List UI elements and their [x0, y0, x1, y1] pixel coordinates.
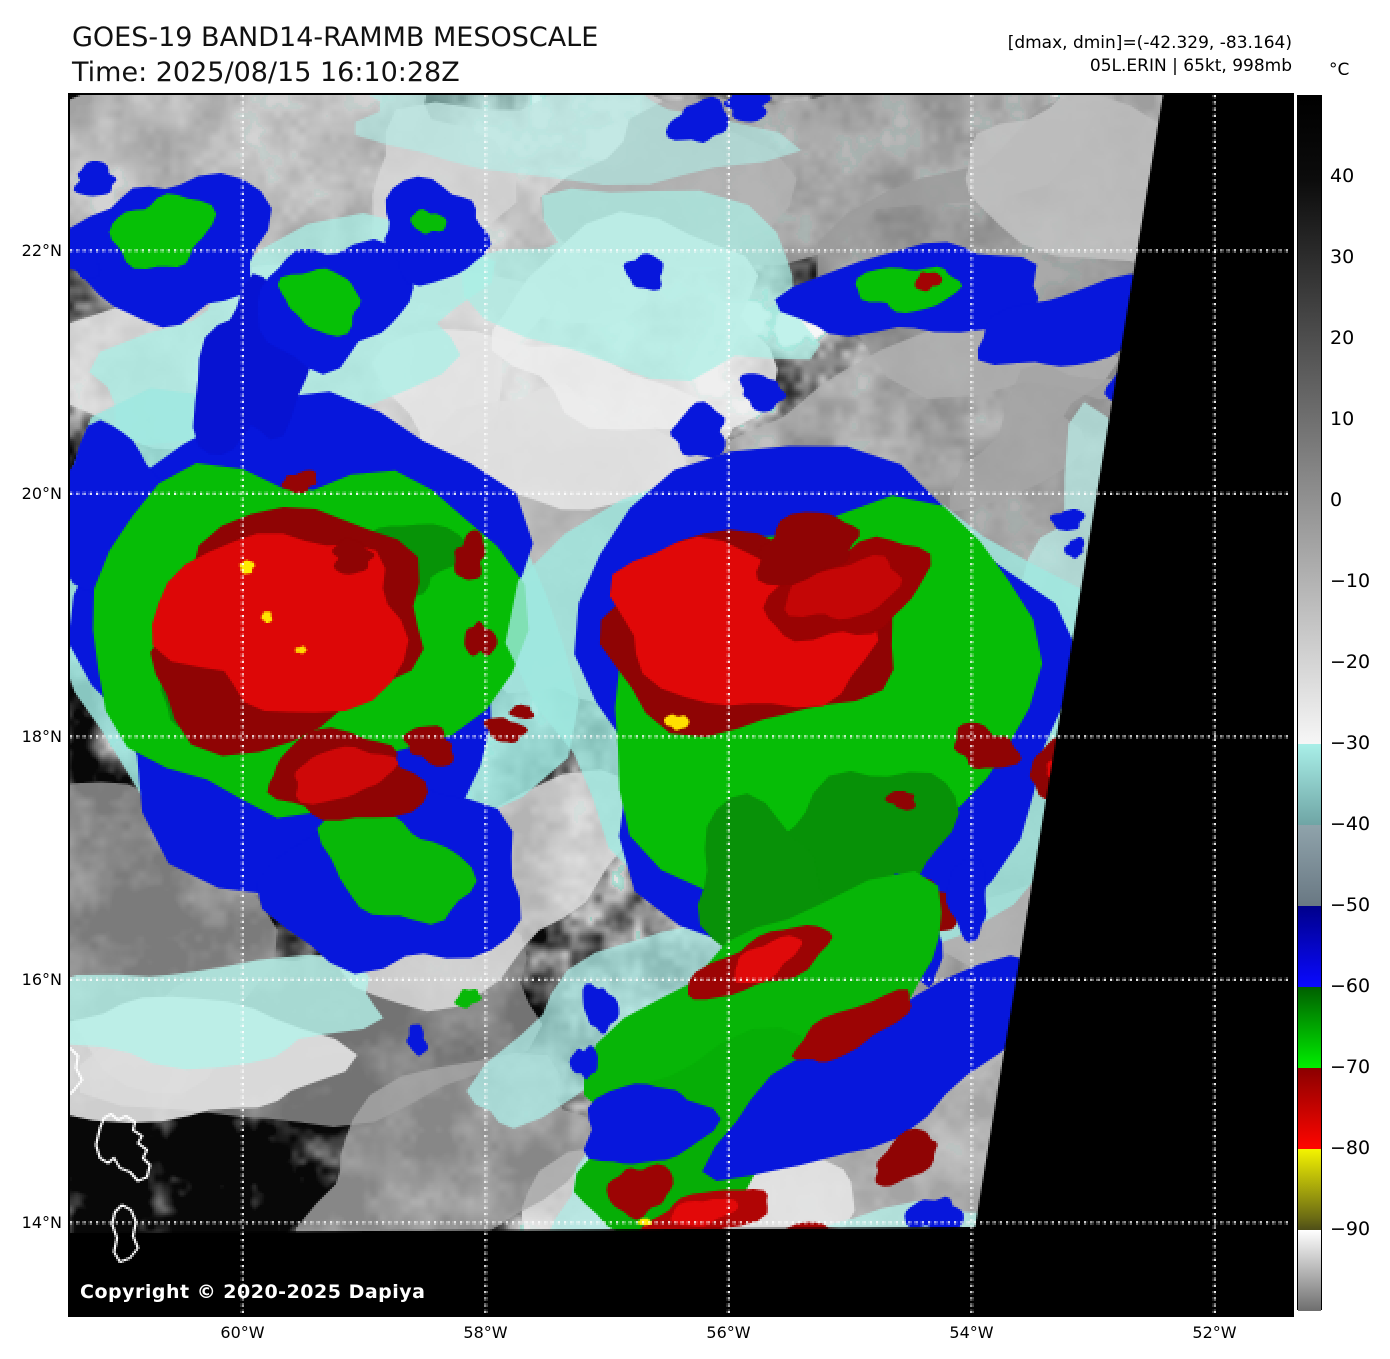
colorbar-tick-label: 20: [1330, 327, 1355, 349]
lat-label: 20°N: [21, 483, 62, 503]
lat-label: 16°N: [21, 969, 62, 989]
colorbar-tick-label: −50: [1330, 894, 1371, 916]
lon-label: 54°W: [949, 1323, 994, 1342]
dmax-dmin-label: [dmax, dmin]=(-42.329, -83.164): [1007, 33, 1292, 53]
colorbar-segment: [1298, 96, 1321, 744]
colorbar-tick-label: −30: [1330, 732, 1371, 754]
lon-label: 52°W: [1192, 1323, 1237, 1342]
colorbar-segment: [1298, 1230, 1321, 1311]
satellite-ir-image: [70, 95, 1292, 1315]
colorbar-tick-label: −40: [1330, 813, 1371, 835]
colorbar-tick-label: 30: [1330, 246, 1355, 268]
colorbar-unit-label: °C: [1329, 60, 1350, 80]
lat-label: 14°N: [21, 1212, 62, 1232]
copyright-label: Copyright © 2020-2025 Dapiya: [80, 1281, 426, 1303]
colorbar-segment: [1298, 825, 1321, 906]
colorbar-segment: [1298, 987, 1321, 1068]
colorbar-segment: [1298, 1068, 1321, 1149]
colorbar-tick-label: −60: [1330, 975, 1371, 997]
lon-label: 56°W: [706, 1323, 751, 1342]
header-right: [dmax, dmin]=(-42.329, -83.164) 05L.ERIN…: [1008, 32, 1292, 78]
colorbar-tick-label: −10: [1330, 570, 1371, 592]
storm-info-label: 05L.ERIN | 65kt, 998mb: [1089, 56, 1292, 76]
colorbar-tick-label: 0: [1330, 489, 1343, 511]
lat-label: 18°N: [21, 726, 62, 746]
colorbar-gradient: [1297, 95, 1322, 1311]
colorbar-tick-label: −20: [1330, 651, 1371, 673]
colorbar-tick-label: 10: [1330, 408, 1355, 430]
colorbar-tick-label: −90: [1330, 1218, 1371, 1240]
header-left: GOES-19 BAND14-RAMMB MESOSCALE Time: 202…: [72, 20, 598, 90]
page-title: GOES-19 BAND14-RAMMB MESOSCALE: [72, 22, 599, 53]
colorbar-tick-label: −80: [1330, 1137, 1371, 1159]
colorbar-segment: [1298, 906, 1321, 987]
colorbar-segment: [1298, 744, 1321, 825]
lon-label: 58°W: [463, 1323, 508, 1342]
colorbar: 40 30 20 10 0 −10 −20 −30 −40 −50 −60 −70 −80 −90: [1297, 95, 1389, 1315]
lon-label: 60°W: [220, 1323, 265, 1342]
timestamp-label: Time: 2025/08/15 16:10:28Z: [72, 57, 460, 88]
colorbar-segment: [1298, 1149, 1321, 1230]
colorbar-tick-label: 40: [1330, 165, 1355, 187]
map-frame: [68, 93, 1294, 1317]
colorbar-tick-label: −70: [1330, 1056, 1371, 1078]
lat-label: 22°N: [21, 240, 62, 260]
